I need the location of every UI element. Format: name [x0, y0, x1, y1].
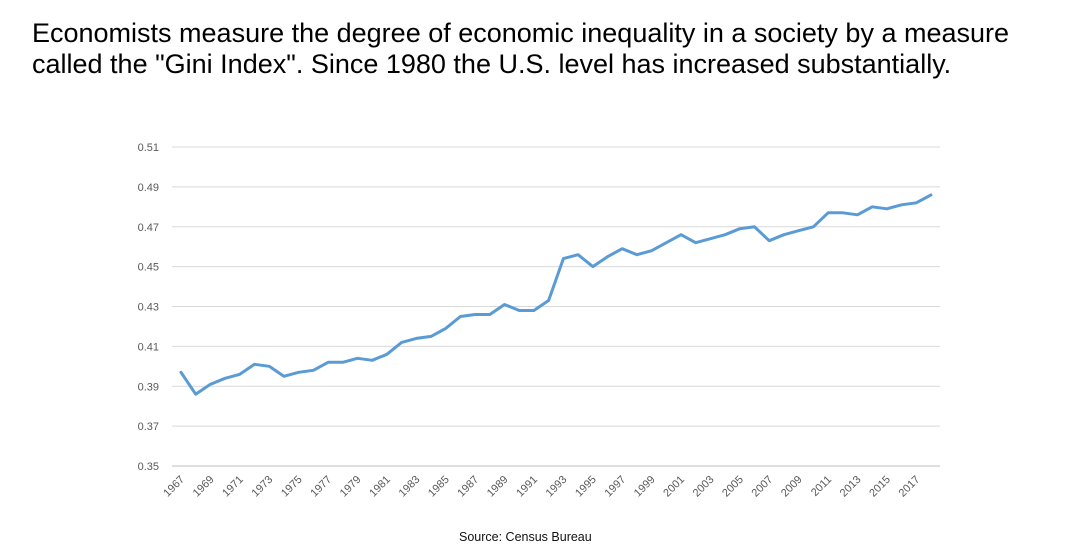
x-tick-label: 1991: [514, 474, 540, 500]
x-tick-label: 1969: [191, 474, 217, 500]
x-tick-label: 1983: [397, 474, 423, 500]
x-tick-label: 1997: [602, 474, 628, 500]
series-layer: [179, 193, 933, 396]
slide-text: Economists measure the degree of economi…: [32, 18, 1010, 79]
x-tick-label: 1967: [161, 474, 187, 500]
x-tick-label: 2013: [838, 474, 864, 500]
x-tick-label: 1987: [455, 474, 481, 500]
source-note: Source: Census Bureau: [459, 530, 592, 544]
x-tick-label: 1985: [426, 474, 452, 500]
y-tick-label: 0.47: [138, 222, 159, 234]
x-tick-label: 1977: [308, 474, 334, 500]
x-tick-label: 2005: [720, 474, 746, 500]
x-axis-ticks: 1967 1969 1971 1973 1975 1977 1979 1981 1983 1985…: [161, 474, 922, 500]
x-tick-label: 1971: [220, 474, 246, 500]
gridlines: [172, 146, 940, 467]
x-tick-label: 1989: [485, 474, 511, 500]
y-tick-label: 0.43: [138, 302, 159, 314]
y-tick-label: 0.35: [138, 461, 159, 473]
x-tick-label: 2007: [750, 474, 776, 500]
x-tick-label: 2003: [691, 474, 717, 500]
y-axis-ticks: 0.35 0.37 0.39 0.41 0.43 0.45 0.47 0.49 0.51: [138, 142, 159, 473]
y-tick-label: 0.45: [138, 262, 159, 274]
x-tick-label: 2017: [897, 474, 923, 500]
x-tick-label: 2001: [661, 474, 687, 500]
x-tick-label: 1999: [632, 474, 658, 500]
x-tick-label: 2009: [779, 474, 805, 500]
x-tick-label: 2011: [809, 474, 834, 499]
gini-series-line: [179, 193, 933, 396]
y-tick-label: 0.51: [138, 142, 159, 154]
y-tick-label: 0.41: [138, 341, 159, 353]
x-tick-label: 1995: [573, 474, 599, 500]
x-tick-label: 2015: [867, 474, 893, 500]
x-tick-label: 1993: [544, 474, 570, 500]
y-tick-label: 0.49: [138, 182, 159, 194]
x-tick-label: 1973: [250, 474, 276, 500]
x-tick-label: 1979: [338, 474, 364, 500]
x-tick-label: 1981: [367, 474, 393, 500]
y-tick-label: 0.37: [138, 421, 159, 433]
x-tick-label: 1975: [279, 474, 305, 500]
y-tick-label: 0.39: [138, 381, 159, 393]
